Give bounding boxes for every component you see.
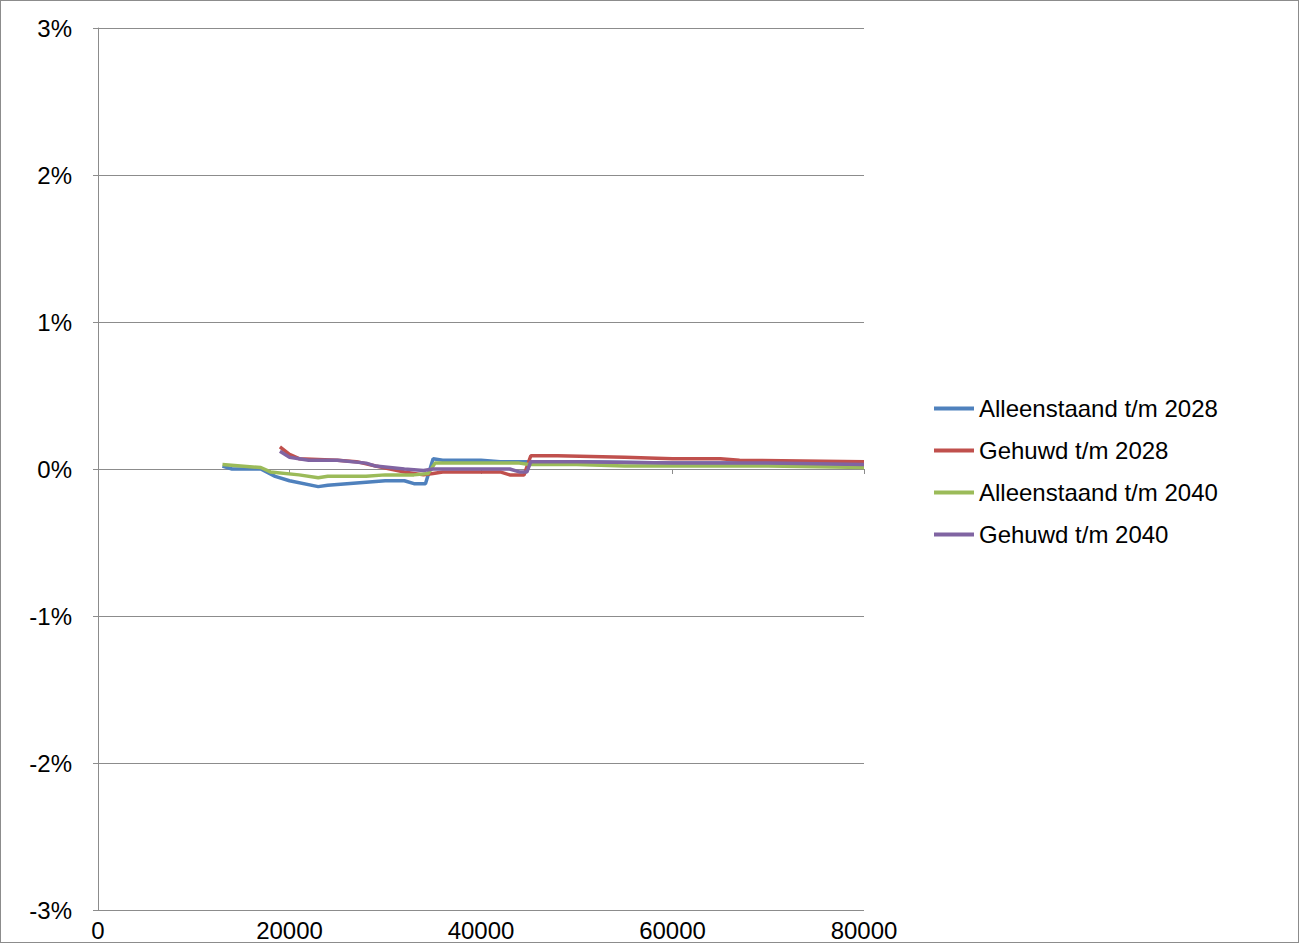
svg-text:3%: 3% <box>37 15 72 42</box>
svg-text:-1%: -1% <box>29 603 72 630</box>
svg-text:0: 0 <box>91 917 104 943</box>
svg-text:20000: 20000 <box>256 917 323 943</box>
svg-text:60000: 60000 <box>639 917 706 943</box>
svg-text:-3%: -3% <box>29 897 72 924</box>
svg-text:Gehuwd t/m 2040: Gehuwd t/m 2040 <box>979 521 1168 548</box>
svg-text:2%: 2% <box>37 162 72 189</box>
svg-text:-2%: -2% <box>29 750 72 777</box>
svg-text:0%: 0% <box>37 456 72 483</box>
svg-text:40000: 40000 <box>448 917 515 943</box>
svg-text:Gehuwd t/m 2028: Gehuwd t/m 2028 <box>979 437 1168 464</box>
svg-text:Alleenstaand t/m 2028: Alleenstaand t/m 2028 <box>979 395 1218 422</box>
svg-text:1%: 1% <box>37 309 72 336</box>
svg-text:80000: 80000 <box>831 917 898 943</box>
svg-text:Alleenstaand t/m 2040: Alleenstaand t/m 2040 <box>979 479 1218 506</box>
